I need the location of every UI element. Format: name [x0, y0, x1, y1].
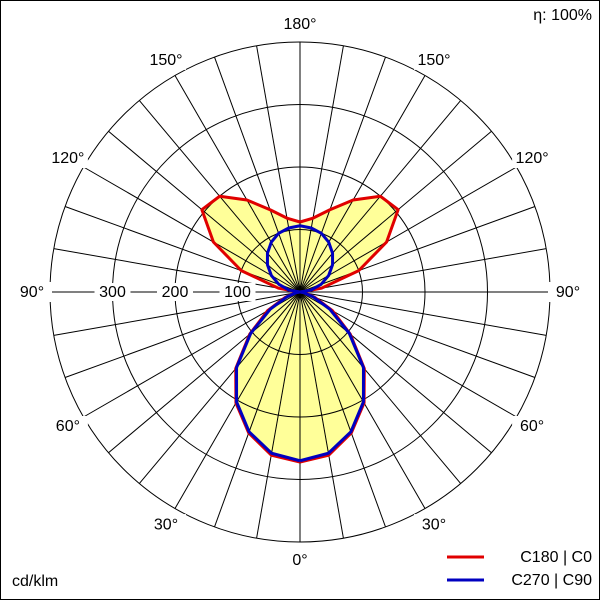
- angle-label-bg: [146, 49, 186, 70]
- angle-label-bg: [414, 49, 454, 70]
- angle-label: 120°: [51, 150, 84, 167]
- ring-label-bg: [219, 283, 256, 301]
- angle-label: 60°: [520, 418, 544, 435]
- legend-label: C180 | C0: [520, 549, 592, 566]
- unit-label: cd/klm: [12, 573, 58, 590]
- angle-label-bg: [146, 514, 186, 535]
- ring-label: 100: [224, 284, 251, 301]
- angle-label-bg: [414, 514, 454, 535]
- curve-layer: [200, 194, 400, 464]
- label-layer: 100 200 300 0° 30° 30° 60° 60° 90° 90° 120° 120° 150…: [12, 14, 592, 589]
- ring-label-bg: [157, 283, 193, 301]
- ring-label: 300: [99, 284, 126, 301]
- angle-label: 30°: [154, 516, 178, 533]
- angle-label-bg: [47, 148, 88, 168]
- angle-label: 150°: [149, 52, 182, 69]
- angle-label: 150°: [417, 52, 450, 69]
- angle-label-bg: [280, 14, 320, 34]
- angle-label-bg: [512, 416, 553, 436]
- angle-label: 90°: [20, 284, 44, 301]
- angle-label: 120°: [516, 150, 549, 167]
- angle-label: 30°: [422, 516, 446, 533]
- series-curve: [235, 224, 302, 463]
- legend-label: C270 | C90: [511, 572, 592, 589]
- angle-label: 60°: [56, 418, 80, 435]
- ring-label-bg: [94, 283, 131, 301]
- angle-label-bg: [12, 282, 52, 302]
- angle-label-bg: [280, 550, 320, 570]
- angle-label: 180°: [283, 16, 316, 33]
- angle-label: 90°: [556, 284, 580, 301]
- ring-label: 200: [162, 284, 189, 301]
- angle-label: 0°: [292, 552, 307, 569]
- angle-label-bg: [548, 282, 588, 302]
- efficiency: η: 100%: [533, 7, 592, 24]
- angle-label-bg: [47, 416, 88, 436]
- angle-label-bg: [512, 148, 553, 168]
